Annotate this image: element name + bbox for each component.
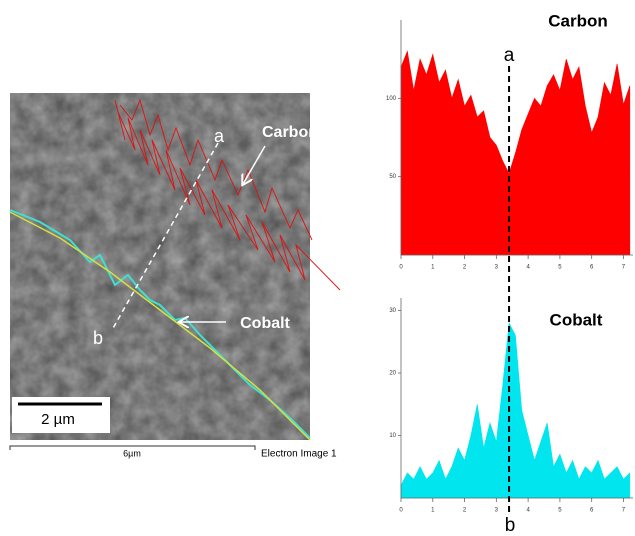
- x-tick-label: 1: [431, 508, 435, 514]
- field-width: 6µm: [123, 448, 141, 458]
- x-tick-label: 3: [495, 265, 499, 271]
- caption: Electron Image 1: [261, 449, 337, 460]
- x-tick-label: 5: [558, 508, 562, 514]
- x-tick-label: 4: [526, 508, 530, 514]
- y-tick-label: 50: [389, 174, 396, 180]
- scan-trace: [9, 211, 311, 441]
- x-tick-label: 0: [399, 508, 403, 514]
- y-tick-label: 30: [389, 308, 396, 314]
- carbon-arrow: [243, 145, 266, 184]
- chart-title: Cobalt: [550, 310, 603, 329]
- cobalt-map: [9, 209, 311, 439]
- scan-end-label: b: [93, 328, 103, 348]
- chart-title: Carbon: [548, 11, 608, 30]
- x-tick-label: 2: [463, 508, 467, 514]
- y-tick-label: 100: [386, 96, 397, 102]
- x-tick-label: 1: [431, 265, 435, 271]
- field-bar: [9, 445, 256, 450]
- scan-start: a: [504, 45, 515, 66]
- cobalt-label: Cobalt: [240, 315, 290, 332]
- x-tick-label: 6: [590, 508, 594, 514]
- scan-end: b: [505, 515, 516, 536]
- sem-texture: [10, 93, 310, 440]
- x-tick-label: 7: [622, 508, 626, 514]
- area: [400, 50, 631, 256]
- scan-start-label: a: [214, 126, 225, 146]
- x-tick-label: 6: [590, 265, 594, 271]
- area: [400, 321, 631, 499]
- x-tick-label: 3: [495, 508, 499, 514]
- scale-label: 2 µm: [41, 411, 75, 428]
- carbon-label: Carbon: [262, 124, 318, 141]
- y-tick-label: 20: [389, 371, 396, 377]
- electron-image: a b Carbon Cobalt 2 µm 6µm Electron Imag…: [9, 93, 341, 460]
- x-tick-label: 2: [463, 265, 467, 271]
- x-tick-label: 0: [399, 265, 403, 271]
- carbon-map: [114, 98, 341, 291]
- x-tick-label: 4: [526, 265, 530, 271]
- y-tick-label: 10: [389, 433, 396, 439]
- x-tick-label: 5: [558, 265, 562, 271]
- x-tick-label: 7: [622, 265, 626, 271]
